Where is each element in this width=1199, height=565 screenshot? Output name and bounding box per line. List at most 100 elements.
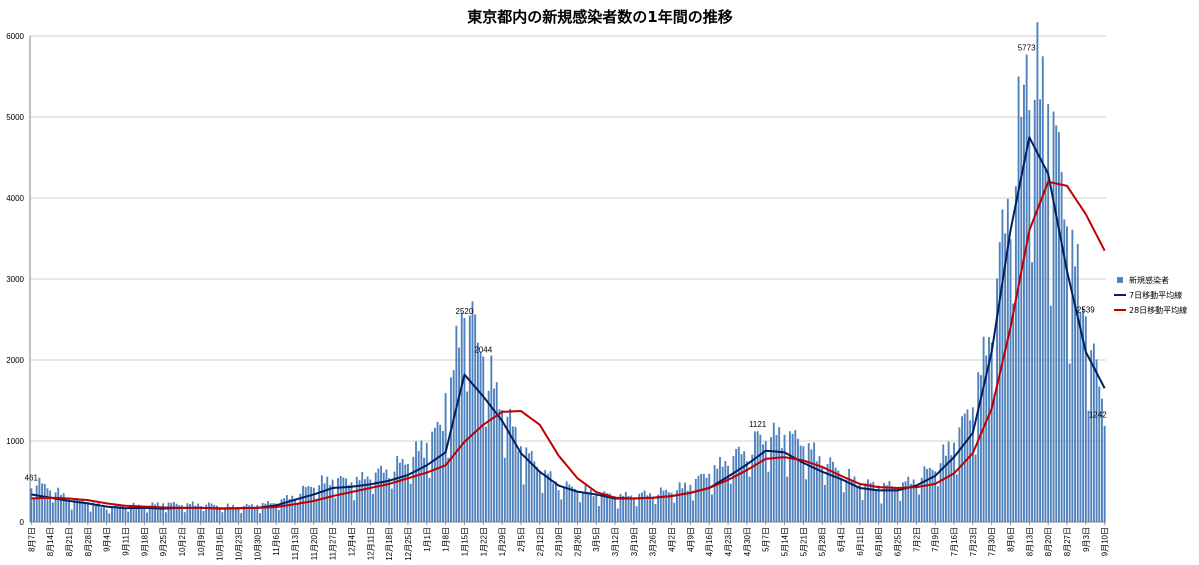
bar (525, 447, 528, 522)
bar (619, 493, 622, 522)
bar (955, 474, 958, 522)
bar (1068, 363, 1071, 522)
bar (931, 469, 934, 522)
bar (307, 486, 310, 522)
bar (1044, 169, 1047, 522)
bar (751, 454, 754, 522)
bar (945, 455, 947, 522)
bar (369, 479, 372, 522)
bar (38, 477, 41, 522)
bar (936, 486, 939, 522)
bar (493, 388, 495, 522)
bar (299, 493, 302, 522)
legend-label: 7日移動平均線 (1129, 290, 1182, 300)
bar (748, 476, 751, 522)
bar (910, 484, 912, 522)
bar (1004, 233, 1007, 522)
bar (971, 407, 974, 522)
bar (1101, 398, 1103, 522)
bar (495, 382, 498, 522)
bar (162, 503, 165, 522)
bar (934, 471, 937, 522)
bar (813, 442, 816, 522)
bar (1009, 239, 1012, 522)
bar (323, 483, 326, 522)
x-tick-label: 4月9日 (686, 527, 695, 552)
x-tick-label: 8月7日 (27, 527, 36, 552)
bar (172, 501, 175, 522)
y-axis: 0 1000 2000 3000 4000 5000 6000 (6, 32, 31, 527)
bar (428, 477, 431, 522)
bar (840, 477, 842, 522)
bar (875, 489, 877, 522)
bar (928, 467, 931, 522)
bar (420, 440, 423, 522)
x-tick-label: 10月23日 (234, 527, 243, 561)
bar (678, 482, 681, 522)
bar-series (30, 22, 1106, 523)
bar (269, 503, 272, 522)
bar (43, 483, 46, 522)
bar (331, 479, 334, 522)
bar (597, 506, 600, 522)
bar (848, 468, 851, 522)
bar (641, 492, 643, 522)
x-tick-label: 11月27日 (329, 527, 338, 560)
data-label: 1121 (749, 420, 767, 429)
bar (143, 507, 146, 522)
bar (401, 458, 404, 522)
bar (684, 482, 686, 522)
legend-label: 28日移動平均線 (1129, 305, 1187, 315)
bar (439, 424, 442, 522)
bar (73, 498, 76, 522)
bar (264, 503, 267, 522)
bar (638, 493, 641, 522)
bar (832, 461, 834, 522)
bar (1060, 171, 1063, 523)
bar (624, 491, 627, 522)
bar (549, 471, 552, 522)
bar (560, 499, 563, 522)
bar (433, 427, 436, 522)
bar (799, 445, 802, 522)
bar (423, 457, 426, 522)
bar (409, 483, 412, 522)
bar (1055, 125, 1058, 522)
bar (883, 482, 886, 522)
x-tick-label: 4月16日 (705, 527, 714, 556)
bar (390, 488, 393, 522)
bar (224, 507, 226, 522)
bar (947, 441, 950, 522)
x-tick-label: 5月21日 (799, 527, 808, 556)
x-tick-label: 4月30日 (743, 527, 752, 556)
bar (1092, 343, 1095, 522)
bar (810, 449, 813, 522)
bar (267, 501, 270, 522)
bar (565, 481, 568, 522)
bar (482, 356, 485, 522)
bar (366, 476, 369, 522)
bar (694, 478, 697, 522)
legend-label: 新規感染者 (1129, 275, 1169, 285)
line-series (31, 136, 1106, 510)
bar (447, 457, 450, 522)
bar (759, 434, 762, 522)
bar (912, 479, 915, 522)
x-tick-label: 10月30日 (253, 527, 262, 561)
bar (159, 506, 162, 522)
bar (466, 391, 469, 522)
bar (622, 495, 625, 522)
bar (899, 500, 902, 522)
bar (275, 503, 278, 522)
bar (140, 507, 143, 522)
bar (1098, 386, 1101, 522)
bar (312, 487, 315, 522)
bar (259, 513, 261, 522)
bar (856, 485, 859, 522)
x-tick-label: 12月4日 (347, 527, 356, 556)
bar (490, 355, 493, 522)
bar (345, 478, 348, 522)
bar (579, 502, 582, 522)
bar (627, 496, 630, 522)
bar (754, 431, 756, 522)
